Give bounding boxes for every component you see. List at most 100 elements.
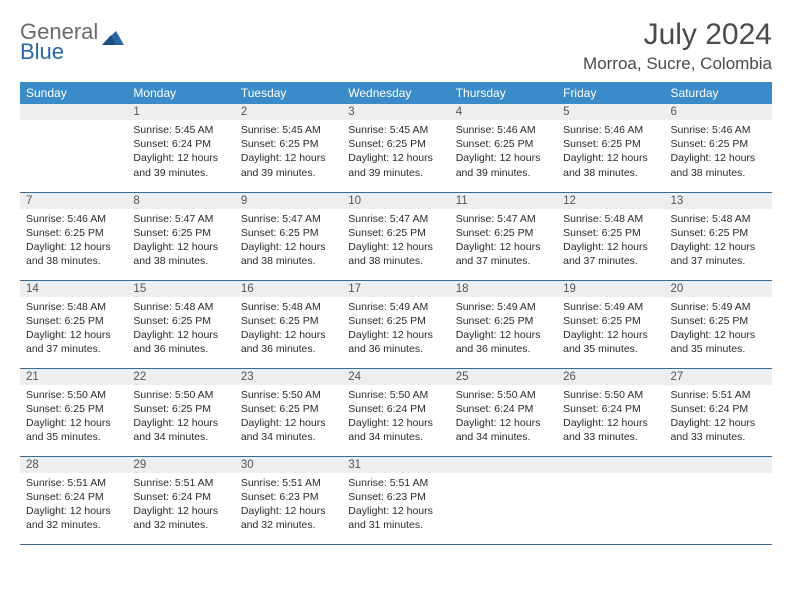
sunrise-line: Sunrise: 5:47 AM <box>456 212 551 226</box>
calendar-week-row: 7Sunrise: 5:46 AMSunset: 6:25 PMDaylight… <box>20 192 772 280</box>
sunset-line: Sunset: 6:25 PM <box>241 226 336 240</box>
sunset-line: Sunset: 6:25 PM <box>563 137 658 151</box>
day-details: Sunrise: 5:50 AMSunset: 6:24 PMDaylight:… <box>557 385 664 451</box>
weekday-header: Tuesday <box>235 82 342 104</box>
day-details-empty <box>557 473 664 531</box>
sunset-line: Sunset: 6:25 PM <box>133 314 228 328</box>
title-block: July 2024 Morroa, Sucre, Colombia <box>583 18 772 74</box>
calendar-day-cell <box>20 104 127 192</box>
day-details: Sunrise: 5:49 AMSunset: 6:25 PMDaylight:… <box>557 297 664 363</box>
day-details: Sunrise: 5:45 AMSunset: 6:25 PMDaylight:… <box>342 120 449 186</box>
day-number: 7 <box>20 193 127 209</box>
sunset-line: Sunset: 6:25 PM <box>563 226 658 240</box>
day-number: 25 <box>450 369 557 385</box>
calendar-day-cell <box>450 456 557 544</box>
day-number: 11 <box>450 193 557 209</box>
daylight-line: Daylight: 12 hours and 38 minutes. <box>348 240 443 268</box>
day-number-empty <box>665 457 772 473</box>
day-details: Sunrise: 5:49 AMSunset: 6:25 PMDaylight:… <box>450 297 557 363</box>
daylight-line: Daylight: 12 hours and 37 minutes. <box>456 240 551 268</box>
calendar-day-cell: 10Sunrise: 5:47 AMSunset: 6:25 PMDayligh… <box>342 192 449 280</box>
sunset-line: Sunset: 6:25 PM <box>456 137 551 151</box>
day-number: 26 <box>557 369 664 385</box>
day-number: 29 <box>127 457 234 473</box>
sunset-line: Sunset: 6:24 PM <box>563 402 658 416</box>
calendar-day-cell: 2Sunrise: 5:45 AMSunset: 6:25 PMDaylight… <box>235 104 342 192</box>
sunset-line: Sunset: 6:25 PM <box>456 226 551 240</box>
calendar-day-cell: 4Sunrise: 5:46 AMSunset: 6:25 PMDaylight… <box>450 104 557 192</box>
calendar-day-cell: 8Sunrise: 5:47 AMSunset: 6:25 PMDaylight… <box>127 192 234 280</box>
daylight-line: Daylight: 12 hours and 31 minutes. <box>348 504 443 532</box>
day-details-empty <box>665 473 772 531</box>
calendar-day-cell: 20Sunrise: 5:49 AMSunset: 6:25 PMDayligh… <box>665 280 772 368</box>
sunrise-line: Sunrise: 5:47 AM <box>133 212 228 226</box>
day-number-empty <box>450 457 557 473</box>
sunset-line: Sunset: 6:25 PM <box>563 314 658 328</box>
calendar-day-cell: 14Sunrise: 5:48 AMSunset: 6:25 PMDayligh… <box>20 280 127 368</box>
weekday-header: Friday <box>557 82 664 104</box>
calendar-day-cell: 25Sunrise: 5:50 AMSunset: 6:24 PMDayligh… <box>450 368 557 456</box>
sunset-line: Sunset: 6:23 PM <box>241 490 336 504</box>
sunset-line: Sunset: 6:24 PM <box>348 402 443 416</box>
daylight-line: Daylight: 12 hours and 34 minutes. <box>456 416 551 444</box>
day-number: 8 <box>127 193 234 209</box>
daylight-line: Daylight: 12 hours and 39 minutes. <box>456 151 551 179</box>
calendar-day-cell: 16Sunrise: 5:48 AMSunset: 6:25 PMDayligh… <box>235 280 342 368</box>
day-number: 16 <box>235 281 342 297</box>
day-details: Sunrise: 5:51 AMSunset: 6:24 PMDaylight:… <box>20 473 127 539</box>
day-details-empty <box>450 473 557 531</box>
calendar-day-cell <box>557 456 664 544</box>
calendar-day-cell: 22Sunrise: 5:50 AMSunset: 6:25 PMDayligh… <box>127 368 234 456</box>
sunrise-line: Sunrise: 5:47 AM <box>241 212 336 226</box>
sunset-line: Sunset: 6:25 PM <box>241 137 336 151</box>
day-number: 9 <box>235 193 342 209</box>
day-number: 13 <box>665 193 772 209</box>
daylight-line: Daylight: 12 hours and 33 minutes. <box>563 416 658 444</box>
weekday-header: Saturday <box>665 82 772 104</box>
calendar-table: SundayMondayTuesdayWednesdayThursdayFrid… <box>20 82 772 545</box>
sunset-line: Sunset: 6:24 PM <box>133 137 228 151</box>
sunrise-line: Sunrise: 5:47 AM <box>348 212 443 226</box>
day-number: 15 <box>127 281 234 297</box>
day-number: 5 <box>557 104 664 120</box>
brand-logo: General Blue <box>20 22 126 62</box>
daylight-line: Daylight: 12 hours and 38 minutes. <box>241 240 336 268</box>
calendar-day-cell: 30Sunrise: 5:51 AMSunset: 6:23 PMDayligh… <box>235 456 342 544</box>
day-number: 24 <box>342 369 449 385</box>
weekday-header: Sunday <box>20 82 127 104</box>
calendar-body: 1Sunrise: 5:45 AMSunset: 6:24 PMDaylight… <box>20 104 772 544</box>
calendar-day-cell: 21Sunrise: 5:50 AMSunset: 6:25 PMDayligh… <box>20 368 127 456</box>
day-number: 2 <box>235 104 342 120</box>
day-number: 19 <box>557 281 664 297</box>
day-number: 31 <box>342 457 449 473</box>
calendar-week-row: 28Sunrise: 5:51 AMSunset: 6:24 PMDayligh… <box>20 456 772 544</box>
sunrise-line: Sunrise: 5:51 AM <box>133 476 228 490</box>
calendar-day-cell: 3Sunrise: 5:45 AMSunset: 6:25 PMDaylight… <box>342 104 449 192</box>
daylight-line: Daylight: 12 hours and 37 minutes. <box>563 240 658 268</box>
sunrise-line: Sunrise: 5:49 AM <box>563 300 658 314</box>
sunrise-line: Sunrise: 5:51 AM <box>671 388 766 402</box>
day-details: Sunrise: 5:50 AMSunset: 6:25 PMDaylight:… <box>235 385 342 451</box>
daylight-line: Daylight: 12 hours and 35 minutes. <box>563 328 658 356</box>
day-number: 23 <box>235 369 342 385</box>
day-number: 21 <box>20 369 127 385</box>
calendar-week-row: 14Sunrise: 5:48 AMSunset: 6:25 PMDayligh… <box>20 280 772 368</box>
sunrise-line: Sunrise: 5:45 AM <box>133 123 228 137</box>
sunset-line: Sunset: 6:25 PM <box>671 226 766 240</box>
sunset-line: Sunset: 6:25 PM <box>241 402 336 416</box>
sunrise-line: Sunrise: 5:48 AM <box>671 212 766 226</box>
sunset-line: Sunset: 6:24 PM <box>671 402 766 416</box>
calendar-day-cell: 6Sunrise: 5:46 AMSunset: 6:25 PMDaylight… <box>665 104 772 192</box>
calendar-day-cell: 28Sunrise: 5:51 AMSunset: 6:24 PMDayligh… <box>20 456 127 544</box>
month-title: July 2024 <box>583 18 772 52</box>
calendar-day-cell: 1Sunrise: 5:45 AMSunset: 6:24 PMDaylight… <box>127 104 234 192</box>
sunrise-line: Sunrise: 5:49 AM <box>671 300 766 314</box>
calendar-day-cell: 7Sunrise: 5:46 AMSunset: 6:25 PMDaylight… <box>20 192 127 280</box>
calendar-day-cell: 19Sunrise: 5:49 AMSunset: 6:25 PMDayligh… <box>557 280 664 368</box>
sunrise-line: Sunrise: 5:46 AM <box>563 123 658 137</box>
day-details: Sunrise: 5:45 AMSunset: 6:25 PMDaylight:… <box>235 120 342 186</box>
sunrise-line: Sunrise: 5:49 AM <box>456 300 551 314</box>
sunset-line: Sunset: 6:25 PM <box>456 314 551 328</box>
daylight-line: Daylight: 12 hours and 33 minutes. <box>671 416 766 444</box>
sunrise-line: Sunrise: 5:46 AM <box>26 212 121 226</box>
